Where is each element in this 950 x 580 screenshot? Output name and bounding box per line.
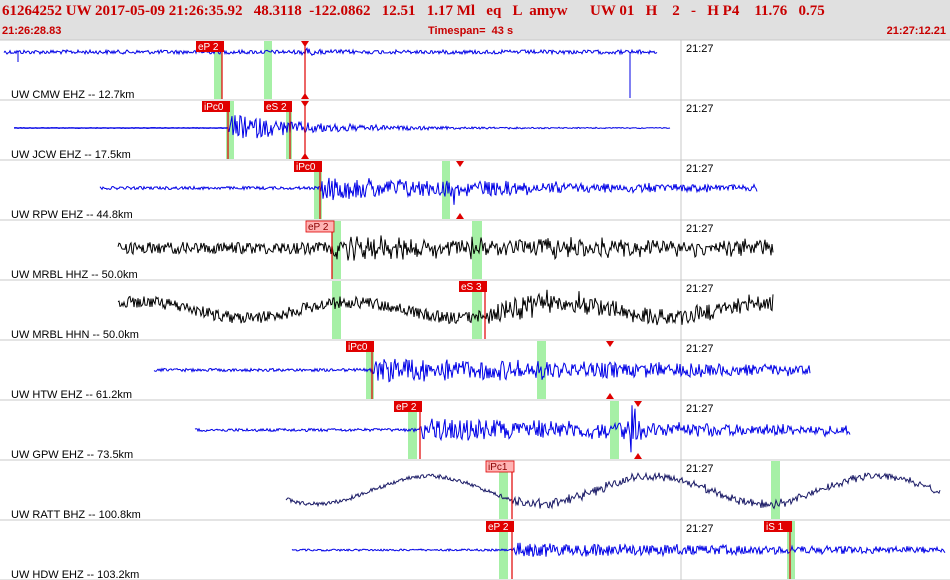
trace-label: UW GPW EHZ -- 73.5km [11, 449, 133, 461]
pick-label: eS 2 [266, 102, 287, 113]
trace-time-label: 21:27 [686, 283, 714, 295]
pick-flag[interactable] [485, 460, 515, 473]
phase-window [610, 401, 619, 459]
trace-label: UW RATT BHZ -- 100.8km [11, 509, 141, 521]
amplitude-marker-icon [634, 401, 642, 407]
pick-label: eP 2 [488, 522, 509, 533]
amplitude-marker-icon [456, 213, 464, 219]
amplitude-marker-icon [456, 161, 464, 167]
trace-row[interactable]: iPc1 UW RATT BHZ -- 100.8km 21:27 [11, 460, 941, 521]
pick-flag[interactable] [459, 281, 487, 292]
pick-flag[interactable] [196, 41, 224, 52]
trace-label: UW HTW EHZ -- 61.2km [11, 389, 132, 401]
pick-flag[interactable] [294, 161, 322, 172]
phase-window [499, 461, 508, 519]
phase-window [332, 281, 341, 339]
amplitude-marker-icon [606, 341, 614, 347]
trace-label: UW CMW EHZ -- 12.7km [11, 89, 134, 101]
start-time: 21:26:28.83 [2, 25, 62, 37]
phase-window [264, 41, 272, 99]
trace-time-label: 21:27 [686, 523, 714, 535]
phase-window [286, 101, 292, 159]
trace-label: UW RPW EHZ -- 44.8km [11, 209, 133, 221]
trace-time-label: 21:27 [686, 223, 714, 235]
trace-label: UW HDW EHZ -- 103.2km [11, 569, 139, 580]
phase-window [408, 401, 417, 459]
trace-row[interactable]: iPc0 UW RPW EHZ -- 44.8km 21:27 [11, 161, 758, 221]
pick-flag[interactable] [305, 220, 335, 233]
amplitude-marker-icon [301, 41, 309, 47]
trace-time-label: 21:27 [686, 163, 714, 175]
pick-label: eS 3 [461, 282, 482, 293]
phase-window [771, 461, 780, 519]
trace-label: UW MRBL HHN -- 50.0km [11, 329, 139, 341]
pick-label: iPc0 [348, 342, 368, 353]
waveform [194, 405, 851, 453]
trace-time-label: 21:27 [686, 103, 714, 115]
trace-row[interactable]: eP 2 UW GPW EHZ -- 73.5km 21:27 [11, 401, 851, 461]
trace-row[interactable]: iPc0 UW HTW EHZ -- 61.2km 21:27 [11, 341, 811, 401]
waveform [117, 289, 774, 326]
pick-label: eP 2 [396, 402, 417, 413]
event-summary: 61264252 UW 2017-05-09 21:26:35.92 48.31… [2, 3, 825, 19]
pick-label: iPc0 [296, 162, 316, 173]
waveform [153, 358, 811, 383]
trace-label: UW MRBL HHZ -- 50.0km [11, 269, 138, 281]
pick-flag[interactable] [264, 101, 292, 112]
trace-time-label: 21:27 [686, 343, 714, 355]
amplitude-marker-icon [634, 453, 642, 459]
pick-label: iS 1 [766, 522, 784, 533]
phase-window [226, 101, 234, 159]
amplitude-marker-icon [301, 101, 309, 107]
pick-label: iPc0 [204, 102, 224, 113]
trace-time-label: 21:27 [686, 403, 714, 415]
pick-flag[interactable] [346, 341, 374, 352]
event-header: 61264252 UW 2017-05-09 21:26:35.92 48.31… [0, 0, 950, 40]
pick-flag[interactable] [394, 401, 422, 412]
amplitude-marker-icon [301, 153, 309, 159]
trace-row[interactable]: eP 2 iS 1 UW HDW EHZ -- 103.2km 21:27 [11, 521, 946, 580]
waveform [117, 235, 774, 261]
trace-time-label: 21:27 [686, 43, 714, 55]
pick-label: eP 2 [308, 222, 329, 233]
pick-label: iPc1 [488, 462, 508, 473]
waveform [285, 471, 941, 510]
pick-flag[interactable] [202, 101, 230, 112]
trace-row[interactable]: eP 2 UW CMW EHZ -- 12.7km 21:27 [3, 41, 714, 101]
pick-flag[interactable] [764, 521, 792, 532]
pick-flag[interactable] [486, 521, 514, 532]
waveform [14, 114, 671, 139]
waveform [3, 47, 658, 56]
end-time: 21:27:12.21 [886, 25, 946, 37]
timespan: Timespan= 43 s [428, 25, 514, 37]
phase-window [332, 221, 341, 279]
phase-window [214, 41, 222, 99]
amplitude-marker-icon [301, 93, 309, 99]
waveform [291, 542, 946, 558]
trace-time-label: 21:27 [686, 463, 714, 475]
amplitude-marker-icon [606, 393, 614, 399]
phase-window [472, 281, 482, 339]
pick-label: eP 2 [198, 42, 219, 53]
trace-row[interactable]: iPc0 eS 2 UW JCW EHZ -- 17.5km 21:27 [11, 101, 714, 161]
waveform [99, 177, 758, 205]
trace-row[interactable]: eP 2 UW MRBL HHZ -- 50.0km 21:27 [11, 220, 774, 281]
trace-row[interactable]: eS 3 UW MRBL HHN -- 50.0km 21:27 [11, 281, 774, 341]
trace-label: UW JCW EHZ -- 17.5km [11, 149, 131, 161]
